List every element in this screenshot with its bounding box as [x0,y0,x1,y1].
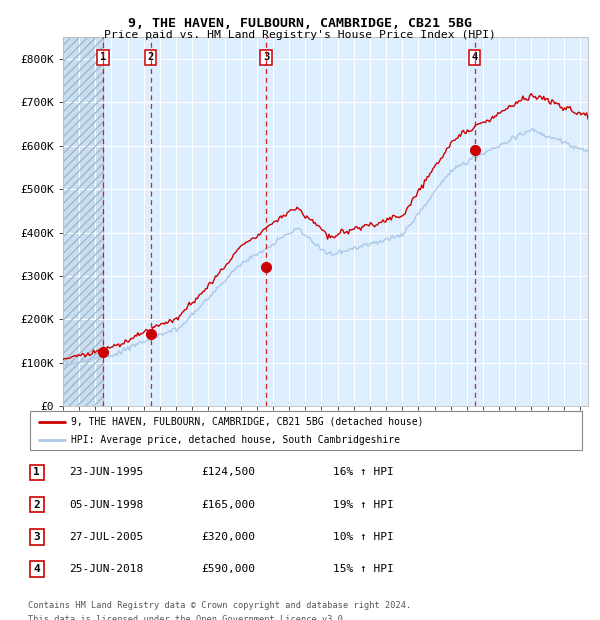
Text: 9, THE HAVEN, FULBOURN, CAMBRIDGE, CB21 5BG (detached house): 9, THE HAVEN, FULBOURN, CAMBRIDGE, CB21 … [71,417,424,427]
Text: 3: 3 [263,53,269,63]
Text: £165,000: £165,000 [201,500,255,510]
Text: 15% ↑ HPI: 15% ↑ HPI [333,564,394,574]
Text: 9, THE HAVEN, FULBOURN, CAMBRIDGE, CB21 5BG: 9, THE HAVEN, FULBOURN, CAMBRIDGE, CB21 … [128,17,472,30]
Text: 1: 1 [100,53,106,63]
FancyBboxPatch shape [29,529,44,545]
Text: 16% ↑ HPI: 16% ↑ HPI [333,467,394,477]
FancyBboxPatch shape [29,464,44,480]
FancyBboxPatch shape [30,411,582,449]
Text: 1: 1 [33,467,40,477]
Text: 4: 4 [472,53,478,63]
Bar [63,37,103,406]
Text: HPI: Average price, detached house, South Cambridgeshire: HPI: Average price, detached house, Sout… [71,435,400,445]
Text: 2: 2 [33,500,40,510]
Text: £320,000: £320,000 [201,532,255,542]
Text: 10% ↑ HPI: 10% ↑ HPI [333,532,394,542]
Text: This data is licensed under the Open Government Licence v3.0.: This data is licensed under the Open Gov… [28,615,349,620]
Text: 05-JUN-1998: 05-JUN-1998 [69,500,143,510]
Text: 27-JUL-2005: 27-JUL-2005 [69,532,143,542]
Text: 2: 2 [148,53,154,63]
Text: 19% ↑ HPI: 19% ↑ HPI [333,500,394,510]
Text: 4: 4 [33,564,40,574]
FancyBboxPatch shape [29,497,44,513]
Text: 23-JUN-1995: 23-JUN-1995 [69,467,143,477]
Text: 25-JUN-2018: 25-JUN-2018 [69,564,143,574]
Bar [63,37,103,406]
Text: £590,000: £590,000 [201,564,255,574]
Text: £124,500: £124,500 [201,467,255,477]
FancyBboxPatch shape [29,561,44,577]
Text: Price paid vs. HM Land Registry's House Price Index (HPI): Price paid vs. HM Land Registry's House … [104,30,496,40]
Text: Contains HM Land Registry data © Crown copyright and database right 2024.: Contains HM Land Registry data © Crown c… [28,601,412,611]
Text: 3: 3 [33,532,40,542]
